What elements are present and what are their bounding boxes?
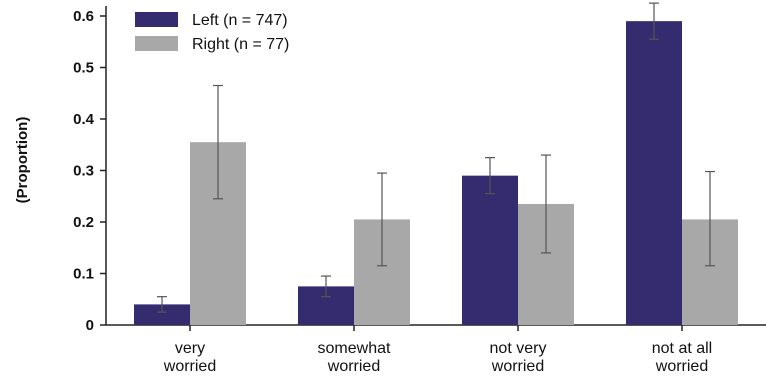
x-category-label-line: worried <box>491 358 544 375</box>
bar <box>134 304 190 325</box>
y-axis-ticks: 0 0.1 0.2 0.3 0.4 0.5 0.6 <box>73 8 106 334</box>
x-category-label-line: not very <box>490 340 547 357</box>
y-tick-label: 0 <box>86 317 94 334</box>
error-bars <box>157 2 715 313</box>
y-tick-label: 0.4 <box>73 111 95 128</box>
legend-swatch <box>135 12 178 27</box>
x-category-label-line: worried <box>655 358 708 375</box>
bars <box>134 21 738 326</box>
legend-swatch <box>135 36 178 51</box>
x-category-label: somewhat worried <box>318 340 391 375</box>
legend-label: Right (n = 77) <box>192 36 289 53</box>
x-category-label: very worried <box>163 340 216 375</box>
bar <box>626 21 682 326</box>
y-tick-label: 0.3 <box>73 163 94 180</box>
y-tick-label: 0.6 <box>73 8 94 25</box>
x-category-label-line: worried <box>163 358 216 375</box>
bar <box>462 175 518 325</box>
legend: Left (n = 747) Right (n = 77) <box>135 12 289 53</box>
x-category-label-line: very <box>175 340 205 357</box>
x-category-label: not very worried <box>490 340 547 375</box>
y-axis-label: (Proportion) <box>14 117 31 204</box>
y-tick-label: 0.2 <box>73 214 94 231</box>
legend-label: Left (n = 747) <box>192 12 288 29</box>
y-tick-label: 0.5 <box>73 60 94 77</box>
y-tick-label: 0.1 <box>73 266 94 283</box>
x-category-label: not at all worried <box>652 340 712 375</box>
x-category-label-line: somewhat <box>318 340 391 357</box>
x-category-label-line: worried <box>327 358 380 375</box>
x-category-label-line: not at all <box>652 340 712 357</box>
